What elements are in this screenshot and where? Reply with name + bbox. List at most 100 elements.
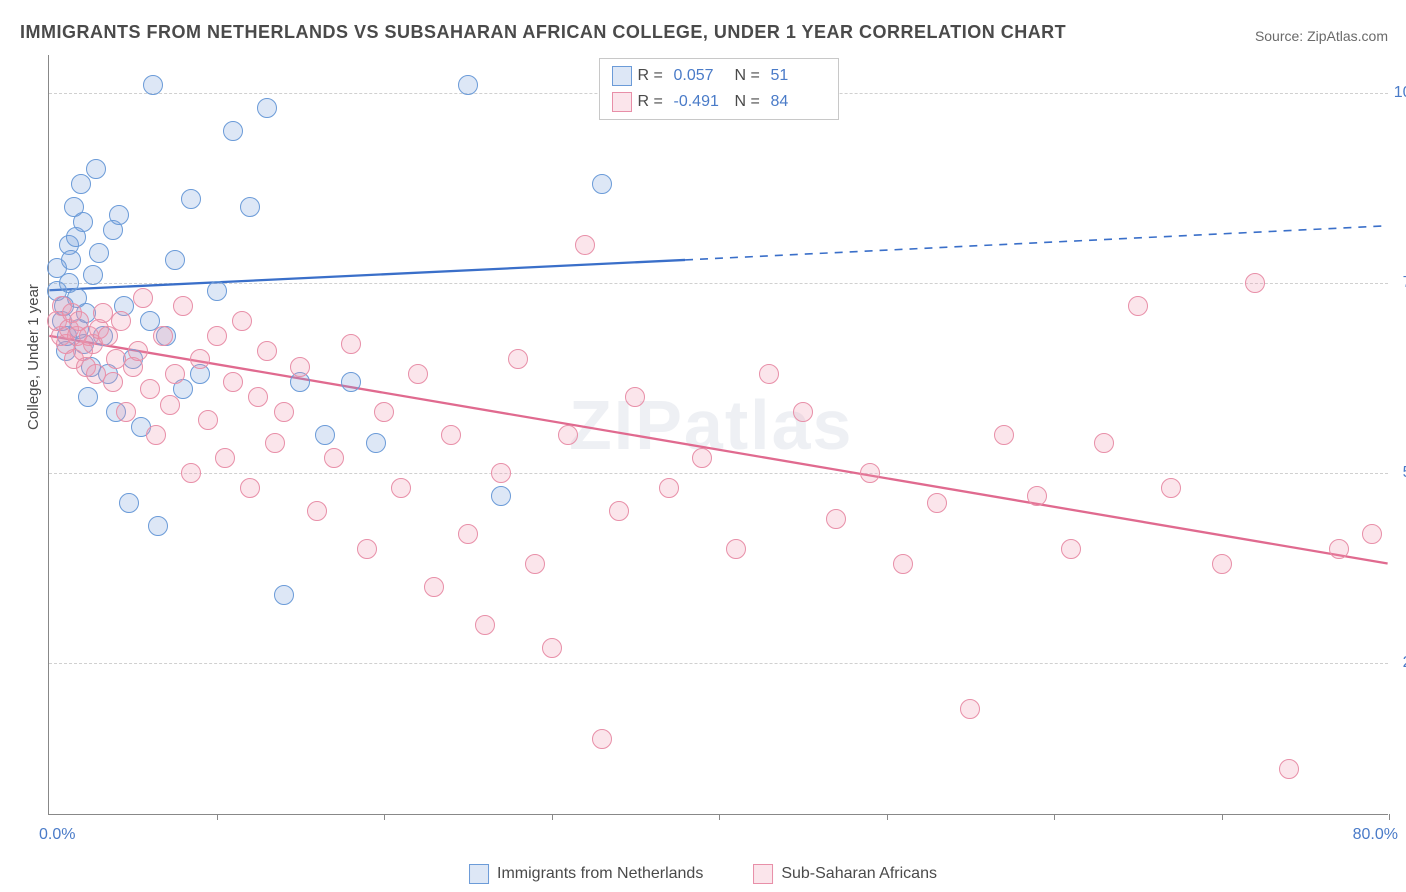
data-point-netherlands xyxy=(315,425,335,445)
x-tick xyxy=(217,814,218,820)
data-point-subsaharan xyxy=(181,463,201,483)
legend-label: Immigrants from Netherlands xyxy=(497,865,703,883)
data-point-subsaharan xyxy=(265,433,285,453)
data-point-subsaharan xyxy=(111,311,131,331)
data-point-subsaharan xyxy=(609,501,629,521)
r-value: -0.491 xyxy=(674,93,729,111)
r-label: R = xyxy=(638,67,668,85)
data-point-netherlands xyxy=(73,212,93,232)
data-point-netherlands xyxy=(119,493,139,513)
x-axis-max-label: 80.0% xyxy=(1353,826,1398,844)
data-point-netherlands xyxy=(78,387,98,407)
data-point-subsaharan xyxy=(1245,273,1265,293)
data-point-subsaharan xyxy=(290,357,310,377)
data-point-subsaharan xyxy=(198,410,218,430)
data-point-netherlands xyxy=(181,189,201,209)
data-point-subsaharan xyxy=(1094,433,1114,453)
y-tick-label: 75.0% xyxy=(1393,274,1406,292)
data-point-netherlands xyxy=(148,516,168,536)
legend-swatch xyxy=(612,92,632,112)
plot-area: ZIPatlas 25.0%50.0%75.0%100.0% R =0.057N… xyxy=(48,55,1388,815)
data-point-subsaharan xyxy=(173,296,193,316)
data-point-subsaharan xyxy=(1329,539,1349,559)
data-point-subsaharan xyxy=(1362,524,1382,544)
data-point-netherlands xyxy=(592,174,612,194)
data-point-subsaharan xyxy=(190,349,210,369)
data-point-subsaharan xyxy=(759,364,779,384)
r-value: 0.057 xyxy=(674,67,729,85)
data-point-subsaharan xyxy=(424,577,444,597)
data-point-subsaharan xyxy=(659,478,679,498)
gridline xyxy=(49,473,1388,474)
data-point-netherlands xyxy=(143,75,163,95)
legend-swatch xyxy=(612,66,632,86)
x-tick xyxy=(384,814,385,820)
data-point-netherlands xyxy=(83,265,103,285)
x-tick xyxy=(552,814,553,820)
data-point-subsaharan xyxy=(441,425,461,445)
data-point-netherlands xyxy=(240,197,260,217)
data-point-subsaharan xyxy=(491,463,511,483)
series-legend: Immigrants from NetherlandsSub-Saharan A… xyxy=(469,864,937,884)
data-point-subsaharan xyxy=(575,235,595,255)
data-point-subsaharan xyxy=(391,478,411,498)
legend-row-netherlands: R = 0.057 N = 51 xyxy=(612,63,826,89)
data-point-subsaharan xyxy=(257,341,277,361)
data-point-subsaharan xyxy=(240,478,260,498)
data-point-subsaharan xyxy=(860,463,880,483)
x-tick xyxy=(1054,814,1055,820)
trendline-netherlands xyxy=(49,260,685,290)
data-point-subsaharan xyxy=(508,349,528,369)
data-point-subsaharan xyxy=(248,387,268,407)
n-value: 84 xyxy=(771,93,826,111)
data-point-subsaharan xyxy=(146,425,166,445)
data-point-subsaharan xyxy=(692,448,712,468)
data-point-subsaharan xyxy=(1027,486,1047,506)
y-tick-label: 25.0% xyxy=(1393,654,1406,672)
data-point-subsaharan xyxy=(1279,759,1299,779)
data-point-subsaharan xyxy=(525,554,545,574)
n-value: 51 xyxy=(771,67,826,85)
data-point-subsaharan xyxy=(324,448,344,468)
data-point-subsaharan xyxy=(160,395,180,415)
data-point-subsaharan xyxy=(893,554,913,574)
data-point-netherlands xyxy=(165,250,185,270)
data-point-subsaharan xyxy=(128,341,148,361)
y-tick-label: 100.0% xyxy=(1393,84,1406,102)
data-point-subsaharan xyxy=(1128,296,1148,316)
data-point-subsaharan xyxy=(116,402,136,422)
legend-row-subsaharan: R =-0.491N =84 xyxy=(612,89,826,115)
data-point-subsaharan xyxy=(274,402,294,422)
gridline xyxy=(49,283,1388,284)
data-point-netherlands xyxy=(86,159,106,179)
data-point-subsaharan xyxy=(1161,478,1181,498)
legend-swatch xyxy=(469,864,489,884)
data-point-subsaharan xyxy=(374,402,394,422)
data-point-subsaharan xyxy=(1061,539,1081,559)
data-point-netherlands xyxy=(109,205,129,225)
data-point-netherlands xyxy=(366,433,386,453)
data-point-netherlands xyxy=(341,372,361,392)
correlation-legend: R = 0.057 N = 51 R =-0.491N =84 xyxy=(599,58,839,120)
data-point-subsaharan xyxy=(625,387,645,407)
data-point-subsaharan xyxy=(475,615,495,635)
data-point-subsaharan xyxy=(165,364,185,384)
data-point-subsaharan xyxy=(103,372,123,392)
n-label: N = xyxy=(735,67,765,85)
data-point-subsaharan xyxy=(1212,554,1232,574)
data-point-subsaharan xyxy=(592,729,612,749)
trend-lines xyxy=(49,55,1388,814)
data-point-netherlands xyxy=(257,98,277,118)
data-point-subsaharan xyxy=(341,334,361,354)
gridline xyxy=(49,663,1388,664)
x-tick xyxy=(887,814,888,820)
data-point-subsaharan xyxy=(927,493,947,513)
data-point-subsaharan xyxy=(357,539,377,559)
chart-title: IMMIGRANTS FROM NETHERLANDS VS SUBSAHARA… xyxy=(20,22,1066,43)
source-attribution: Source: ZipAtlas.com xyxy=(1255,28,1388,44)
data-point-netherlands xyxy=(89,243,109,263)
data-point-netherlands xyxy=(71,174,91,194)
data-point-subsaharan xyxy=(960,699,980,719)
data-point-netherlands xyxy=(458,75,478,95)
x-tick xyxy=(719,814,720,820)
